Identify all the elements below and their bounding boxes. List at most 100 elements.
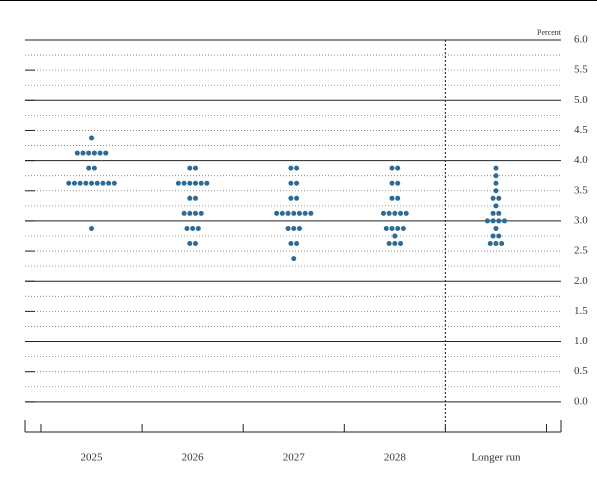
dot: [380, 210, 386, 216]
dot: [193, 210, 198, 216]
dot: [493, 173, 499, 179]
dot: [496, 233, 502, 239]
dot: [296, 210, 302, 216]
dot: [294, 195, 300, 201]
dot: [294, 241, 300, 247]
dot: [288, 180, 294, 186]
dot: [389, 225, 395, 231]
y-tick-label: 2.5: [574, 245, 588, 257]
dot: [190, 225, 196, 231]
dot: [502, 218, 507, 224]
dot: [100, 180, 106, 186]
dot: [89, 225, 95, 231]
dot: [291, 210, 297, 216]
dot: [383, 225, 389, 231]
dot: [66, 180, 72, 186]
dot: [193, 241, 198, 247]
y-tick-label: 4.5: [574, 124, 588, 136]
dot: [193, 180, 198, 186]
dot: [187, 195, 193, 201]
dot: [106, 180, 112, 186]
dot: [386, 241, 392, 247]
dot: [389, 165, 395, 171]
dot: [111, 180, 117, 186]
dot: [395, 195, 401, 201]
y-tick-label: 6.0: [574, 34, 588, 46]
dot: [94, 180, 100, 186]
dot: [490, 210, 496, 216]
dot: [392, 233, 398, 239]
dot: [86, 165, 92, 171]
y-tick-label: 0.0: [574, 395, 588, 407]
dot: [175, 180, 181, 186]
dot: [181, 180, 187, 186]
dot: [496, 210, 502, 216]
dot: [187, 241, 193, 247]
x-tick-label: 2027: [283, 452, 306, 464]
dot: [77, 180, 83, 186]
x-tick-label: 2028: [384, 452, 407, 464]
x-tick-label: 2026: [182, 452, 205, 464]
dot: [198, 180, 204, 186]
y-tick-label: 5.0: [574, 94, 588, 106]
dot: [285, 210, 291, 216]
y-tick-label: 4.0: [574, 154, 588, 166]
dot: [484, 218, 490, 224]
y-axis-label: Percent: [537, 28, 562, 37]
dot: [389, 180, 395, 186]
dot: [398, 210, 404, 216]
dot: [288, 241, 294, 247]
dot: [103, 150, 109, 156]
dot: [80, 150, 86, 156]
dot: [71, 180, 77, 186]
dot: [291, 225, 297, 231]
dot: [291, 256, 297, 262]
dot: [86, 150, 92, 156]
dot: [403, 210, 409, 216]
dot: [195, 225, 201, 231]
dot: [392, 210, 398, 216]
dot: [490, 218, 496, 224]
dot: [285, 225, 291, 231]
x-tick-label: Longer run: [471, 452, 521, 464]
dot: [296, 225, 302, 231]
x-tick-label: 2025: [81, 452, 104, 464]
dot: [187, 210, 193, 216]
dot: [274, 210, 280, 216]
dot: [493, 165, 499, 171]
dot: [490, 233, 496, 239]
dot: [184, 225, 190, 231]
dot: [187, 180, 193, 186]
dot: [395, 165, 401, 171]
dot: [395, 180, 401, 186]
dot: [493, 203, 499, 209]
dot: [499, 241, 505, 247]
dot: [89, 180, 95, 186]
dot: [91, 150, 97, 156]
dot: [493, 188, 499, 194]
dot: [389, 195, 395, 201]
dot: [181, 210, 187, 216]
dot: [386, 210, 392, 216]
dot: [198, 210, 204, 216]
dot: [302, 210, 308, 216]
y-tick-label: 2.0: [574, 275, 588, 287]
dot: [395, 225, 401, 231]
y-tick-label: 3.0: [574, 214, 588, 226]
dot: [74, 150, 80, 156]
dot: [496, 218, 502, 224]
dot: [487, 241, 493, 247]
dot: [308, 210, 314, 216]
y-tick-label: 5.5: [574, 64, 588, 76]
y-tick-label: 3.5: [574, 184, 588, 196]
dot: [288, 195, 294, 201]
dot: [83, 180, 89, 186]
dot: [496, 195, 502, 201]
y-tick-label: 0.5: [574, 365, 588, 377]
dot: [398, 241, 404, 247]
dot: [493, 180, 499, 186]
dot: [193, 165, 198, 171]
dot: [493, 225, 499, 231]
dot: [288, 165, 294, 171]
